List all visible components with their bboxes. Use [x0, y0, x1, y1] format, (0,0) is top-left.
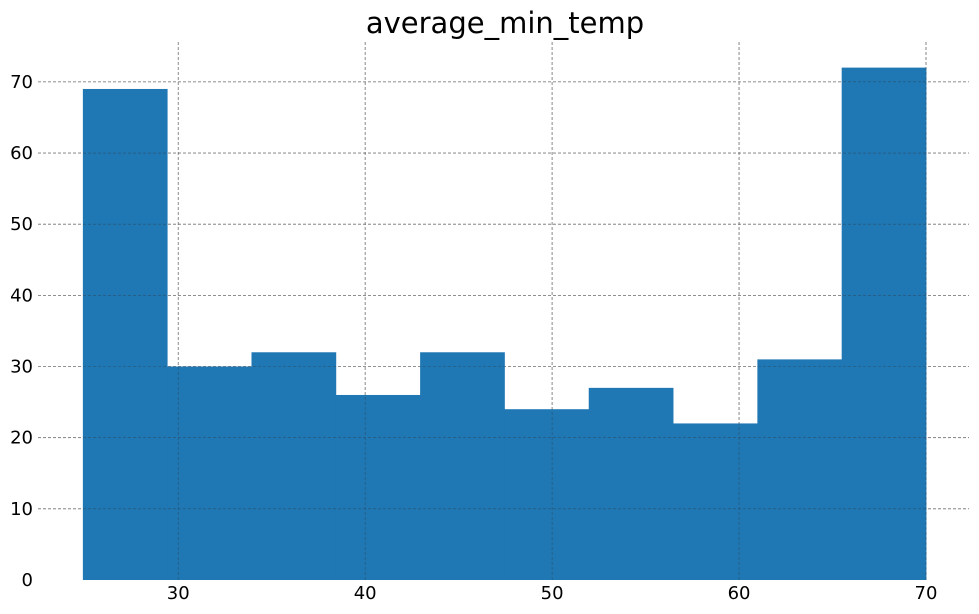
histogram-bar — [82, 88, 168, 580]
x-tick-labels: 30 40 50 60 70 — [167, 583, 938, 604]
y-tick-label: 20 — [10, 428, 33, 449]
histogram-bar — [420, 352, 505, 580]
histogram-bar — [335, 394, 421, 580]
y-tick-label: 40 — [10, 285, 33, 306]
histogram-bar — [588, 387, 674, 580]
y-tick-label: 50 — [10, 214, 33, 235]
histogram-bar — [167, 366, 252, 580]
histogram-bar — [757, 359, 843, 580]
y-tick-label: 60 — [10, 143, 33, 164]
bars — [38, 42, 969, 581]
y-tick-label: 70 — [10, 72, 33, 93]
y-tick-label: 10 — [10, 499, 33, 520]
x-tick-label: 30 — [167, 583, 190, 604]
y-tick-label: 0 — [22, 570, 33, 591]
chart-title: average_min_temp — [366, 6, 644, 40]
x-tick-label: 50 — [541, 583, 564, 604]
grid-overlay — [38, 42, 969, 580]
y-tick-label: 30 — [10, 357, 33, 378]
y-tick-labels: 0 10 20 30 40 50 60 70 — [10, 72, 33, 591]
x-tick-label: 40 — [354, 583, 377, 604]
histogram-bar — [841, 67, 927, 581]
x-tick-label: 60 — [728, 583, 751, 604]
x-tick-label: 70 — [915, 583, 938, 604]
histogram-bar — [504, 409, 590, 580]
histogram-bar — [251, 352, 337, 580]
histogram-bar — [673, 423, 758, 580]
